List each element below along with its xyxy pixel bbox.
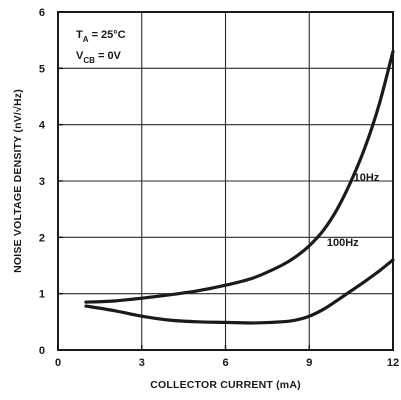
condition-vcb-subscript: CB bbox=[83, 56, 95, 65]
series-line-100hz bbox=[84, 258, 395, 325]
grid-layer bbox=[57, 11, 394, 351]
y-tick-label: 0 bbox=[39, 345, 45, 357]
y-tick-label: 2 bbox=[39, 232, 45, 244]
series-layer: 10Hz 100Hz bbox=[84, 49, 395, 325]
condition-ta-value: = 25°C bbox=[89, 29, 126, 41]
condition-vcb-value: = 0V bbox=[95, 50, 122, 62]
x-tick-label: 9 bbox=[306, 357, 312, 369]
condition-vcb-symbol: V bbox=[76, 50, 84, 62]
x-axis-title: COLLECTOR CURRENT (mA) bbox=[150, 379, 301, 391]
x-tick-label: 3 bbox=[139, 357, 145, 369]
series-label-10hz: 10Hz bbox=[354, 172, 380, 184]
y-tick-label: 5 bbox=[39, 63, 45, 75]
series-line-10hz bbox=[84, 49, 395, 304]
condition-ta-subscript: A bbox=[83, 35, 89, 44]
condition-temperature: TA = 25°C bbox=[76, 29, 126, 44]
y-axis-title: NOISE VOLTAGE DENSITY (nV/√Hz) bbox=[12, 89, 24, 273]
y-tick-label: 1 bbox=[39, 289, 45, 301]
condition-vcb: VCB = 0V bbox=[76, 50, 122, 65]
y-tick-label: 4 bbox=[39, 120, 46, 132]
condition-ta-symbol: T bbox=[76, 29, 83, 41]
x-tick-label: 0 bbox=[55, 357, 61, 369]
y-tick-label: 3 bbox=[39, 176, 45, 188]
y-tick-label: 6 bbox=[39, 7, 45, 19]
x-tick-label: 6 bbox=[222, 357, 228, 369]
x-tick-label: 12 bbox=[387, 357, 399, 369]
series-label-100hz: 100Hz bbox=[327, 237, 359, 249]
